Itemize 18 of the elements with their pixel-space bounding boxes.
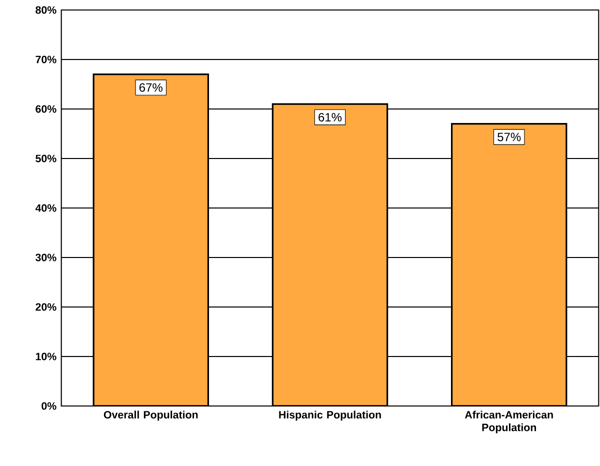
bar: [272, 103, 388, 406]
y-tick-label: 30%: [36, 254, 56, 262]
y-tick-label: 40%: [35, 204, 56, 212]
x-tick-label: Hispanic Population: [279, 410, 381, 421]
x-tick-label: African-American Population: [464, 410, 553, 434]
bar: [450, 123, 568, 406]
y-tick-label: 60%: [36, 105, 56, 113]
y-tick-label: 10%: [36, 352, 56, 360]
y-tick-label: 70%: [36, 56, 56, 64]
y-tick-label: 0%: [42, 402, 56, 410]
y-tick-label: 50%: [36, 154, 56, 162]
y-tick-label: 80%: [36, 6, 56, 14]
y-tick-label: 20%: [36, 303, 56, 311]
data-label: 61%: [318, 112, 342, 122]
data-label: 57%: [498, 132, 521, 142]
x-tick-label: Overall Population: [104, 410, 198, 421]
bar: [92, 74, 210, 406]
data-label: 67%: [139, 83, 162, 92]
